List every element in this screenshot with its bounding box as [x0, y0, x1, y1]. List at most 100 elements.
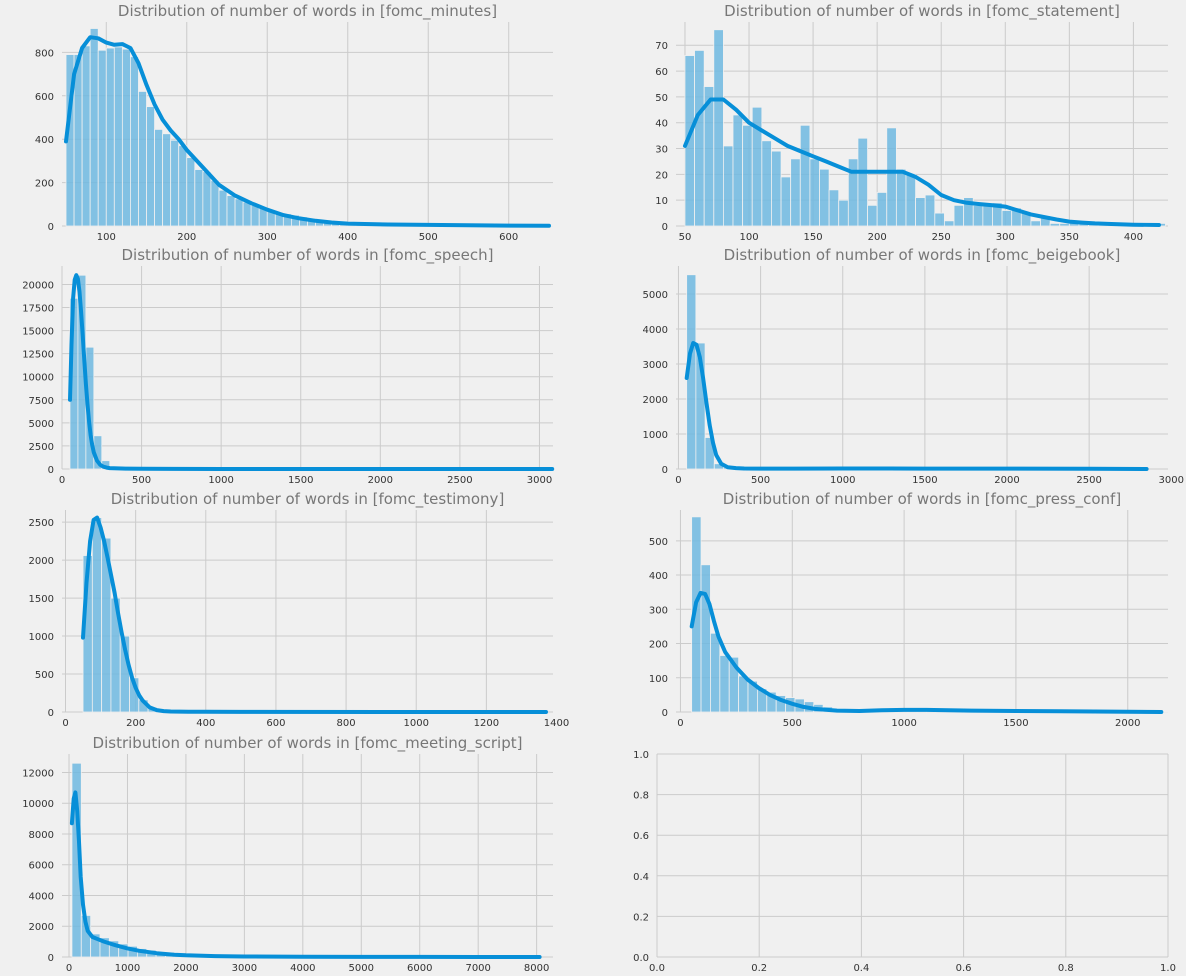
y-tick-label: 0 [48, 465, 54, 476]
histogram-bar [915, 197, 926, 227]
x-tick-label: 800 [337, 718, 356, 729]
x-tick-label: 500 [783, 718, 802, 729]
y-tick-label: 2500 [29, 442, 54, 453]
histogram-bar [186, 157, 196, 227]
y-tick-label: 20000 [22, 280, 54, 291]
histogram-bar [105, 47, 115, 227]
histogram-bar [113, 46, 123, 227]
x-tick-label: 500 [419, 232, 438, 243]
histogram-bar [713, 29, 724, 227]
histogram-bar [905, 173, 916, 227]
x-tick-label: 200 [177, 232, 196, 243]
histogram-bar [953, 204, 965, 227]
y-tick-label: 0 [662, 465, 668, 476]
histogram-bar [226, 195, 236, 227]
y-tick-label: 2000 [643, 395, 668, 406]
histogram-bar [89, 28, 99, 227]
x-tick-label: 1000 [208, 475, 233, 486]
x-tick-label: 1500 [1003, 718, 1028, 729]
x-tick-label: 400 [1124, 232, 1143, 243]
histogram-bar [780, 176, 792, 227]
y-tick-label: 500 [649, 537, 668, 548]
histogram-bar [886, 127, 897, 227]
y-tick-label: 10 [655, 196, 668, 207]
x-tick-label: 200 [126, 718, 145, 729]
histogram-bar [819, 168, 830, 227]
y-tick-label: 17500 [22, 304, 54, 315]
y-tick-label: 5000 [643, 290, 668, 301]
histogram-bar [154, 129, 164, 227]
y-tick-label: 4000 [29, 891, 54, 902]
x-tick-label: 2000 [1115, 718, 1140, 729]
histogram-bar [178, 145, 188, 227]
y-tick-label: 1000 [643, 430, 668, 441]
histogram-bar [924, 194, 936, 227]
subplot-7: 0 1000 2000 3000 4000 5000 6000 7000 8000 0 2000 40… [22, 734, 553, 974]
x-tick-label: 8000 [524, 963, 549, 974]
subplot-5: 0 200 400 600 800 1000 1200 1400 0 500 1000 1500 200… [29, 490, 570, 729]
histogram-bar [218, 189, 228, 227]
y-tick-label: 12500 [22, 350, 54, 361]
histogram-bar [732, 114, 744, 227]
x-tick-label: 50 [679, 232, 692, 243]
x-tick-label: 600 [499, 232, 518, 243]
histogram-bar [1059, 223, 1070, 227]
x-tick-label: 1000 [830, 475, 855, 486]
y-tick-label: 30 [655, 145, 668, 156]
x-tick-label: 0.4 [853, 963, 869, 974]
x-tick-label: 2000 [173, 963, 198, 974]
y-tick-label: 40 [655, 119, 668, 130]
x-tick-label: 0.0 [649, 963, 665, 974]
x-tick-label: 1.0 [1160, 963, 1176, 974]
histogram-bar [91, 517, 103, 713]
x-tick-label: 4000 [290, 963, 315, 974]
y-tick-label: 70 [655, 41, 668, 52]
x-tick-label: 1400 [544, 718, 569, 729]
histogram-bar [876, 192, 888, 227]
x-tick-label: 100 [97, 232, 116, 243]
y-tick-label: 0.2 [633, 912, 649, 923]
x-tick-label: 0 [677, 718, 683, 729]
y-tick-label: 8000 [29, 830, 54, 841]
y-tick-label: 500 [35, 670, 54, 681]
histogram-bar [194, 169, 204, 227]
histogram-bar [210, 180, 220, 227]
y-tick-label: 0 [662, 708, 668, 719]
histogram-bar [799, 124, 811, 227]
x-tick-label: 3000 [527, 475, 552, 486]
histogram-bar [81, 45, 91, 227]
subplot-2: 50 100 150 200 250 300 350 400 0 10 20 30 40 50 60 70 Di… [655, 2, 1168, 243]
y-tick-label: 0.8 [633, 791, 649, 802]
histogram-bar [738, 675, 749, 713]
histogram-bar [972, 204, 984, 227]
y-tick-label: 6000 [29, 861, 54, 872]
x-tick-label: 150 [804, 232, 823, 243]
y-tick-label: 7500 [29, 396, 54, 407]
x-tick-label: 1000 [891, 718, 916, 729]
x-tick-label: 200 [868, 232, 887, 243]
y-tick-label: 200 [649, 640, 668, 651]
subplot-title: Distribution of number of words in [fomc… [118, 2, 497, 21]
x-tick-label: 0 [675, 475, 681, 486]
y-tick-label: 0 [48, 222, 54, 233]
x-tick-label: 300 [996, 232, 1015, 243]
subplot-3: 0 500 1000 1500 2000 2500 3000 0 2500 5000 7500 100… [22, 246, 555, 486]
histogram-bar [250, 204, 260, 227]
histogram-bar [1049, 223, 1061, 227]
histogram-bar [742, 124, 753, 227]
subplot-4: 0 500 1000 1500 2000 2500 3000 0 1000 2000 3000 400… [643, 246, 1184, 486]
y-tick-label: 4000 [643, 325, 668, 336]
y-tick-label: 5000 [29, 419, 54, 430]
x-tick-label: 0.6 [956, 963, 972, 974]
x-tick-label: 2000 [994, 475, 1019, 486]
x-tick-label: 3000 [1159, 475, 1184, 486]
histogram-bar [710, 632, 721, 713]
y-tick-label: 200 [35, 179, 54, 190]
x-tick-label: 0.2 [751, 963, 767, 974]
y-tick-label: 50 [655, 93, 668, 104]
x-tick-label: 1200 [474, 718, 499, 729]
x-tick-label: 3000 [232, 963, 257, 974]
histogram-bar [130, 56, 139, 227]
x-tick-label: 100 [739, 232, 758, 243]
